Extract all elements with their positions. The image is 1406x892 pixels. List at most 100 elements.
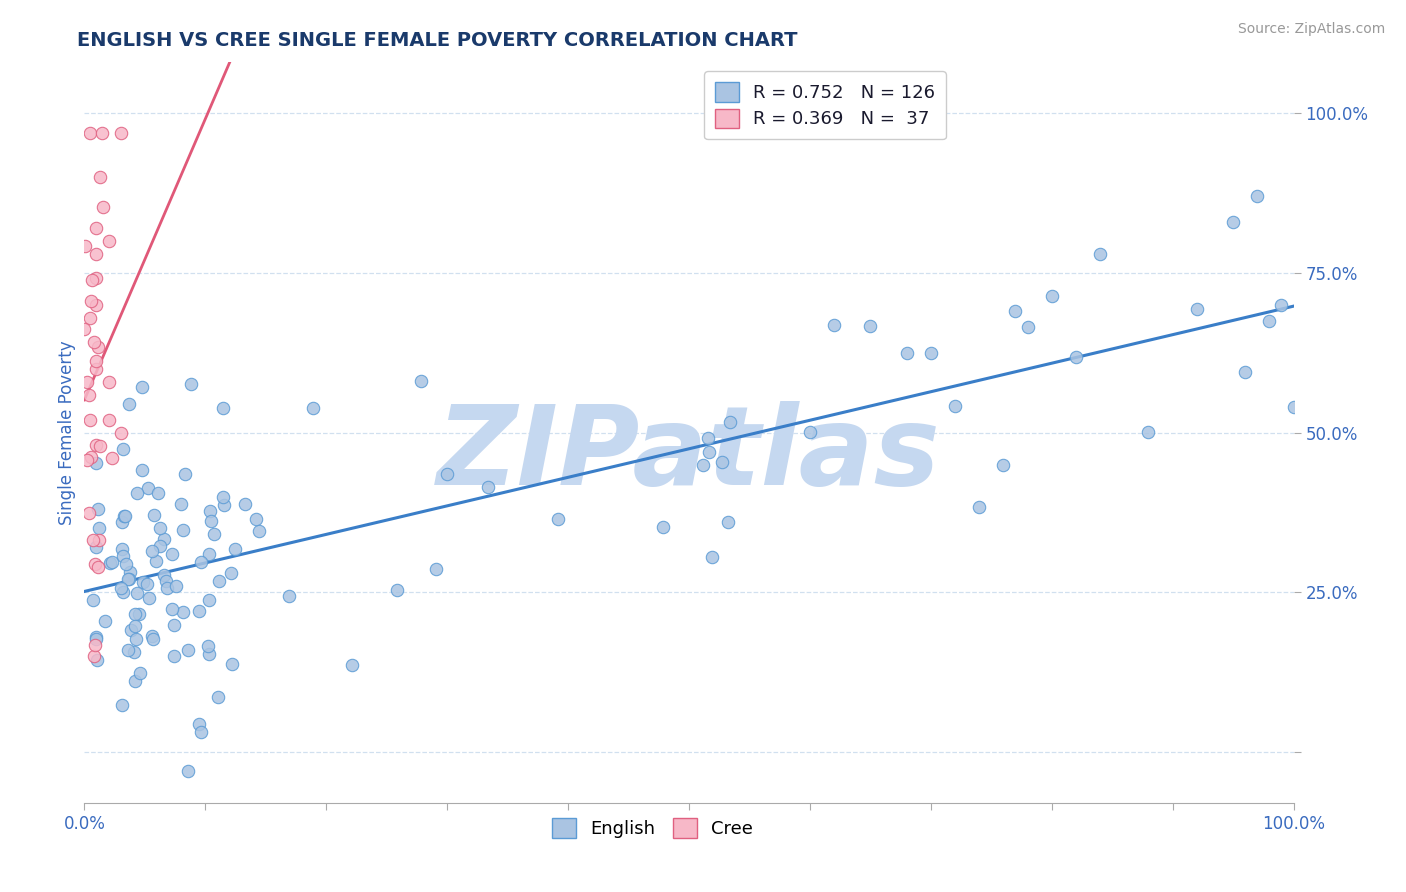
Point xyxy=(142,508,165,522)
Point xyxy=(425,562,447,576)
Point xyxy=(385,583,408,598)
Point xyxy=(717,515,740,529)
Point xyxy=(180,377,202,392)
Point xyxy=(208,574,231,588)
Point xyxy=(1185,301,1208,316)
Point xyxy=(692,458,714,472)
Point xyxy=(86,438,108,452)
Point xyxy=(86,221,108,235)
Point xyxy=(111,698,134,712)
Point xyxy=(84,541,107,555)
Point xyxy=(111,584,134,599)
Point xyxy=(87,502,110,516)
Point xyxy=(340,657,363,672)
Point xyxy=(1234,365,1257,379)
Point xyxy=(132,575,155,590)
Point xyxy=(187,604,209,618)
Point xyxy=(87,560,110,574)
Point xyxy=(197,640,219,654)
Point xyxy=(110,425,132,440)
Point xyxy=(124,673,146,688)
Point xyxy=(173,467,195,482)
Point xyxy=(711,455,734,469)
Point xyxy=(190,725,212,739)
Point xyxy=(111,541,134,556)
Point xyxy=(114,557,136,571)
Point xyxy=(170,497,193,511)
Point xyxy=(212,491,235,505)
Point xyxy=(77,387,100,401)
Point xyxy=(233,497,256,511)
Point xyxy=(198,647,221,661)
Point xyxy=(160,547,183,561)
Point xyxy=(131,463,153,477)
Point xyxy=(91,200,114,214)
Point xyxy=(86,298,108,312)
Point xyxy=(83,648,105,663)
Point xyxy=(97,234,120,248)
Point xyxy=(98,556,121,570)
Point xyxy=(82,593,104,607)
Point xyxy=(700,549,723,564)
Point xyxy=(141,629,163,643)
Point xyxy=(409,374,432,388)
Point xyxy=(80,450,103,465)
Point xyxy=(122,645,145,659)
Point xyxy=(111,549,134,563)
Point xyxy=(163,617,186,632)
Point xyxy=(86,653,108,667)
Point xyxy=(91,126,114,140)
Point xyxy=(190,555,212,569)
Point xyxy=(165,579,187,593)
Point xyxy=(547,512,569,526)
Point xyxy=(73,239,96,253)
Point xyxy=(82,533,104,547)
Point xyxy=(896,345,918,359)
Point xyxy=(83,638,105,652)
Point xyxy=(200,515,222,529)
Point xyxy=(76,375,98,389)
Point xyxy=(86,354,108,368)
Point xyxy=(1246,189,1268,203)
Point xyxy=(1258,314,1281,328)
Point xyxy=(84,557,107,571)
Point xyxy=(207,690,229,704)
Point xyxy=(1282,400,1305,414)
Point xyxy=(146,486,169,500)
Y-axis label: Single Female Poverty: Single Female Poverty xyxy=(58,341,76,524)
Point xyxy=(101,555,124,569)
Text: ENGLISH VS CREE SINGLE FEMALE POVERTY CORRELATION CHART: ENGLISH VS CREE SINGLE FEMALE POVERTY CO… xyxy=(77,31,797,50)
Legend: English, Cree: English, Cree xyxy=(546,811,761,846)
Point xyxy=(142,632,165,646)
Point xyxy=(76,453,98,467)
Point xyxy=(141,544,163,558)
Point xyxy=(197,547,219,561)
Point xyxy=(79,413,101,427)
Point xyxy=(84,632,107,646)
Point xyxy=(720,415,742,429)
Point xyxy=(97,413,120,427)
Point xyxy=(245,512,267,526)
Point xyxy=(652,520,675,534)
Point xyxy=(110,126,132,140)
Point xyxy=(125,632,148,646)
Point xyxy=(112,442,135,457)
Point xyxy=(1017,320,1039,334)
Point xyxy=(187,716,209,731)
Point xyxy=(163,648,186,663)
Point xyxy=(79,126,101,140)
Point xyxy=(127,486,149,500)
Point xyxy=(73,322,96,336)
Point xyxy=(111,515,134,529)
Point xyxy=(86,247,108,261)
Point xyxy=(823,318,845,333)
Point xyxy=(80,294,103,309)
Point xyxy=(202,527,225,541)
Point xyxy=(124,618,146,632)
Point xyxy=(920,346,942,360)
Point xyxy=(162,602,184,616)
Point xyxy=(1270,298,1292,312)
Point xyxy=(212,498,235,512)
Point xyxy=(198,503,221,517)
Point xyxy=(1040,289,1063,303)
